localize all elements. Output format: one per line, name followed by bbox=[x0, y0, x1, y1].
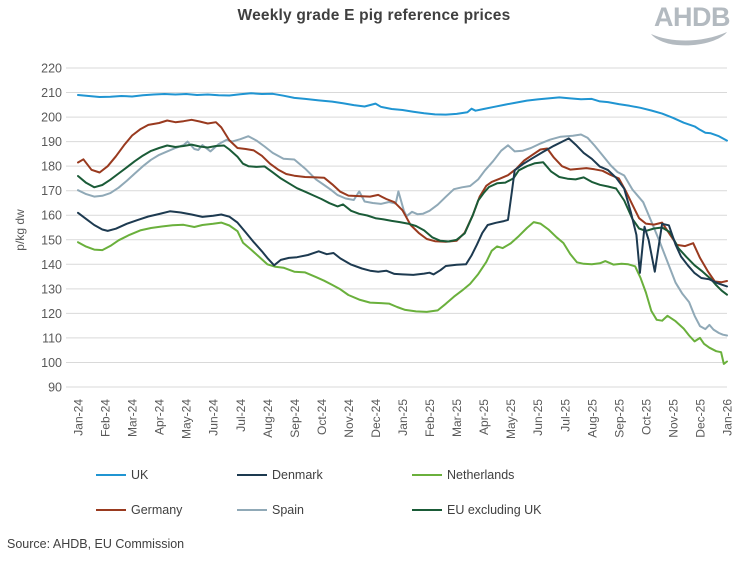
legend-swatch-icon bbox=[412, 509, 442, 511]
legend-label: Denmark bbox=[272, 468, 323, 482]
source-note: Source: AHDB, EU Commission bbox=[7, 537, 185, 551]
x-tick-label: Oct-25 bbox=[639, 399, 653, 435]
legend-item-spain: Spain bbox=[237, 503, 412, 517]
y-tick-label: 190 bbox=[41, 135, 62, 149]
y-tick-label: 170 bbox=[41, 184, 62, 198]
legend-item-netherlands: Netherlands bbox=[412, 468, 656, 482]
x-tick-label: Feb-25 bbox=[423, 399, 437, 437]
y-tick-label: 210 bbox=[41, 86, 62, 100]
x-tick-label: Feb-24 bbox=[99, 399, 113, 437]
legend-label: Spain bbox=[272, 503, 304, 517]
y-tick-label: 100 bbox=[41, 356, 62, 370]
x-tick-label: Oct-24 bbox=[315, 399, 329, 435]
legend-label: Germany bbox=[131, 503, 183, 517]
series-line-germany bbox=[77, 118, 728, 284]
x-tick-label: Nov-24 bbox=[342, 399, 356, 438]
legend-label: UK bbox=[131, 468, 149, 482]
series-line-netherlands bbox=[77, 221, 728, 365]
x-tick-label: Apr-25 bbox=[477, 399, 491, 435]
x-tick-label: Jan-24 bbox=[72, 399, 86, 436]
legend-swatch-icon bbox=[237, 474, 267, 476]
y-tick-label: 200 bbox=[41, 111, 62, 125]
x-tick-label: Jul-25 bbox=[558, 399, 572, 432]
ahdb-logo: AHDB bbox=[648, 2, 731, 50]
y-tick-label: 140 bbox=[41, 258, 62, 272]
legend-swatch-icon bbox=[237, 509, 267, 511]
y-tick-label: 220 bbox=[41, 62, 62, 76]
x-tick-label: Jan-25 bbox=[396, 399, 410, 436]
legend-label: Netherlands bbox=[447, 468, 515, 482]
chart-legend: UK Denmark Netherlands Germany Spain EU exclu… bbox=[96, 468, 656, 517]
x-tick-label: Jun-24 bbox=[207, 399, 221, 436]
ahdb-logo-swoosh-icon bbox=[651, 32, 727, 46]
x-tick-label: Apr-24 bbox=[153, 399, 167, 435]
x-tick-label: Mar-25 bbox=[450, 399, 464, 437]
y-tick-label: 160 bbox=[41, 209, 62, 223]
x-tick-label: Jun-25 bbox=[531, 399, 545, 436]
y-tick-label: 120 bbox=[41, 307, 62, 321]
legend-item-denmark: Denmark bbox=[237, 468, 412, 482]
x-tick-label: Jul-24 bbox=[234, 399, 248, 432]
x-tick-label: Nov-25 bbox=[666, 399, 680, 438]
y-tick-label: 150 bbox=[41, 233, 62, 247]
legend-item-uk: UK bbox=[96, 468, 237, 482]
x-tick-label: Sep-24 bbox=[288, 399, 302, 438]
series-line-spain bbox=[77, 133, 728, 337]
legend-swatch-icon bbox=[96, 509, 126, 511]
y-axis-title: p/kg dw bbox=[13, 209, 27, 251]
x-tick-label: Aug-25 bbox=[585, 399, 599, 438]
series-line-eu-excluding-uk bbox=[77, 143, 728, 296]
x-tick-label: May-25 bbox=[504, 399, 518, 439]
legend-swatch-icon bbox=[412, 474, 442, 476]
legend-item-eu-excluding-uk: EU excluding UK bbox=[412, 503, 656, 517]
y-tick-label: 110 bbox=[42, 331, 62, 345]
series-line-uk bbox=[77, 92, 728, 142]
chart-title: Weekly grade E pig reference prices bbox=[237, 7, 511, 24]
legend-swatch-icon bbox=[96, 474, 126, 476]
legend-item-germany: Germany bbox=[96, 503, 237, 517]
x-tick-label: Dec-24 bbox=[369, 399, 383, 438]
x-tick-label: Aug-24 bbox=[261, 399, 275, 438]
x-tick-label: Sep-25 bbox=[612, 399, 626, 438]
series-line-denmark bbox=[77, 137, 728, 288]
y-tick-label: 130 bbox=[41, 282, 62, 296]
x-tick-label: Dec-25 bbox=[693, 399, 707, 438]
ahdb-logo-text: AHDB bbox=[654, 2, 731, 32]
x-tick-label: May-24 bbox=[180, 399, 194, 439]
x-tick-label: Mar-24 bbox=[126, 399, 140, 437]
y-tick-label: 90 bbox=[48, 381, 62, 395]
x-tick-label: Jan-26 bbox=[721, 399, 735, 436]
legend-label: EU excluding UK bbox=[447, 503, 542, 517]
y-tick-label: 180 bbox=[41, 160, 62, 174]
